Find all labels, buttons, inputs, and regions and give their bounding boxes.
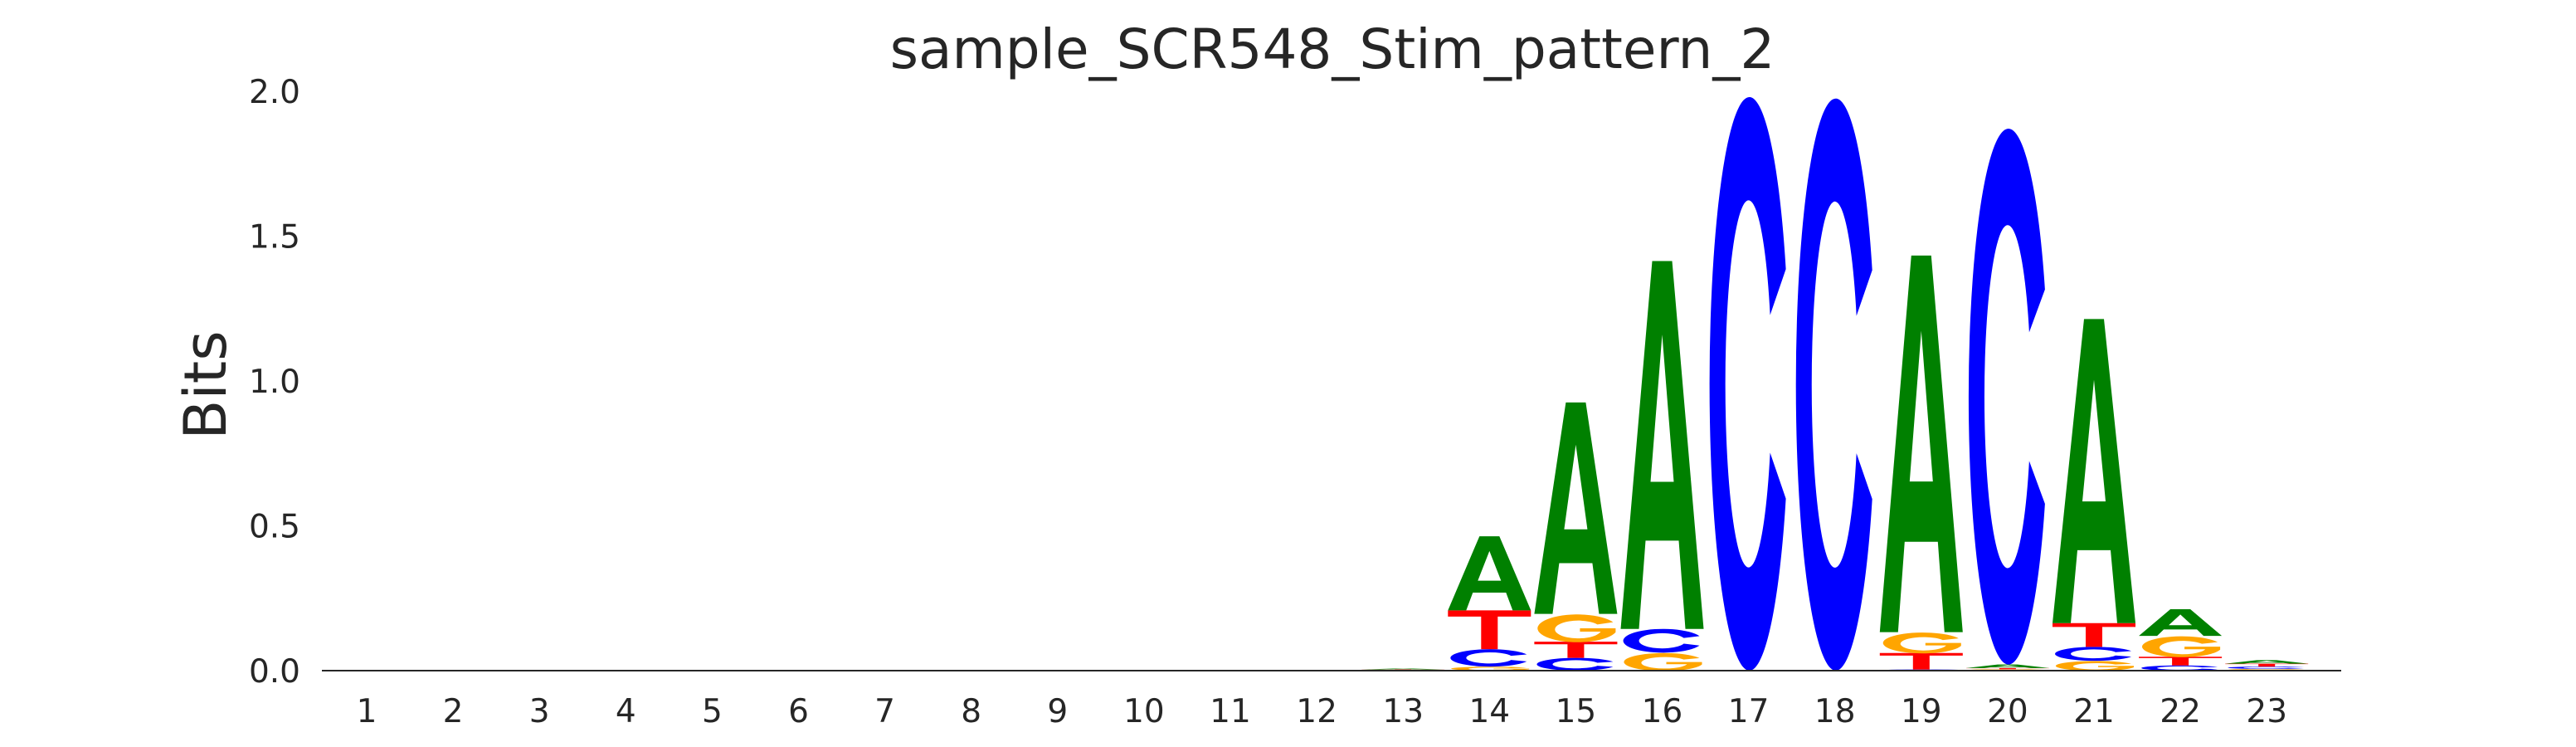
x-tick-label: 23 [2246, 693, 2287, 730]
logo-letter-C-pos-18 [1795, 98, 1872, 671]
x-tick-label: 12 [1296, 693, 1337, 730]
x-tick-label: 17 [1728, 693, 1770, 730]
x-tick-label: 11 [1210, 693, 1251, 730]
logo-letter-C-pos-14 [1450, 649, 1527, 667]
logo-letter-G-pos-16 [1624, 652, 1702, 671]
x-tick-label: 18 [1814, 693, 1856, 730]
x-tick-label: 2 [443, 693, 464, 730]
logo-letter-C-pos-15 [1536, 657, 1614, 671]
logo-letter-G-pos-21 [2055, 661, 2134, 671]
logo-letter-A-pos-16 [1620, 261, 1704, 629]
logo-letter-T-pos-13 [1361, 669, 1445, 671]
logo-letter-A-pos-13 [1361, 668, 1445, 670]
logo-letter-T-pos-15 [1534, 642, 1618, 658]
x-tick-label: 3 [529, 693, 550, 730]
logo-letter-A-pos-22 [2139, 609, 2223, 637]
logo-letter-G-pos-14 [1451, 666, 1530, 671]
logo-letter-T-pos-22 [2139, 657, 2223, 666]
y-tick-label: 1.5 [249, 219, 300, 256]
logo-letter-A-pos-20 [1965, 664, 2049, 668]
chart-title: sample_SCR548_Stim_pattern_2 [890, 17, 1775, 81]
x-tick-label: 8 [961, 693, 981, 730]
logo-letter-A-pos-23 [2225, 660, 2309, 664]
x-tick-label: 22 [2160, 693, 2201, 730]
x-tick-label: 1 [357, 693, 377, 730]
y-tick-label: 1.0 [249, 364, 300, 401]
x-tick-label: 16 [1642, 693, 1683, 730]
x-tick-label: 9 [1047, 693, 1068, 730]
x-tick-label: 6 [788, 693, 809, 730]
logo-letter-A-pos-14 [1448, 536, 1531, 611]
x-tick-label: 14 [1468, 693, 1510, 730]
x-tick-label: 7 [874, 693, 895, 730]
logo-letter-C-pos-20 [1968, 129, 2045, 665]
logo-letter-T-pos-21 [2053, 622, 2135, 647]
y-tick-label: 2.0 [249, 74, 300, 111]
x-tick-label: 4 [616, 693, 636, 730]
x-tick-label: 20 [1987, 693, 2028, 730]
logo-letter-G-pos-19 [1882, 632, 1961, 654]
logo-letter-A-pos-19 [1879, 255, 1963, 632]
logo-letter-C-pos-23 [2228, 666, 2305, 669]
x-tick-label: 15 [1556, 693, 1597, 730]
logo-letter-A-pos-21 [2053, 319, 2135, 623]
x-tick-label: 13 [1382, 693, 1424, 730]
y-axis-ticks: 0.0 0.5 1.0 1.5 2.0 [249, 74, 300, 691]
logo-letter-T-pos-20 [1965, 667, 2049, 670]
x-axis-ticks: 1 2 3 4 5 6 7 8 9 10 11 12 13 14 15 16 17 18 19 20 21 22 23 [357, 693, 2287, 730]
logo-letter-T-pos-14 [1448, 610, 1531, 650]
y-axis-label: Bits [172, 330, 240, 439]
logo-letter-T-pos-23 [2225, 663, 2309, 667]
logo-letter-G-pos-15 [1537, 614, 1616, 642]
logo-letter-A-pos-15 [1534, 402, 1618, 614]
x-tick-label: 21 [2073, 693, 2115, 730]
logo-letter-C-pos-22 [2141, 665, 2218, 671]
logo-letter-T-pos-19 [1879, 652, 1963, 670]
x-tick-label: 10 [1123, 693, 1165, 730]
y-tick-label: 0.5 [249, 509, 300, 546]
logo-letters [1361, 96, 2309, 671]
y-tick-label: 0.0 [249, 653, 300, 691]
logo-letter-C-pos-17 [1709, 96, 1786, 671]
logo-letter-C-pos-21 [2055, 647, 2131, 662]
x-tick-label: 5 [702, 693, 723, 730]
logo-letter-G-pos-22 [2142, 636, 2221, 657]
logo-letter-C-pos-16 [1623, 628, 1700, 653]
x-tick-label: 19 [1901, 693, 1942, 730]
